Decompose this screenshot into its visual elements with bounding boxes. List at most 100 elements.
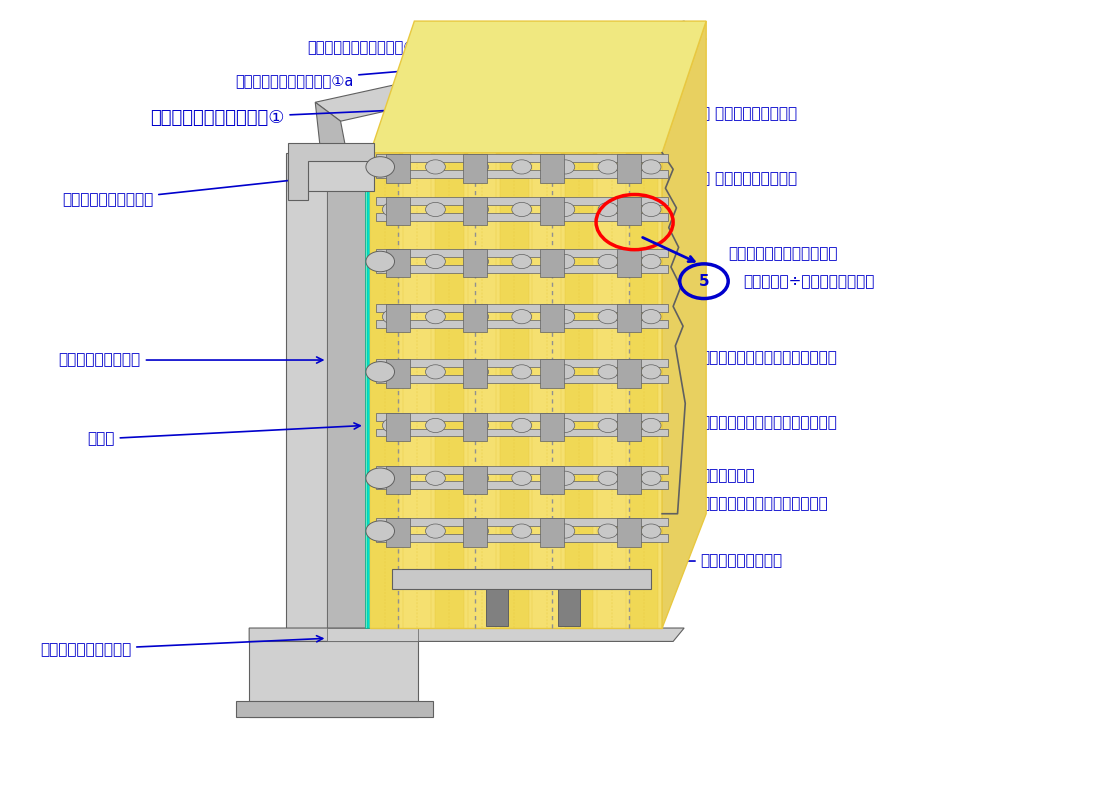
Circle shape bbox=[598, 255, 618, 269]
Circle shape bbox=[469, 160, 488, 174]
Circle shape bbox=[598, 202, 618, 217]
Text: コンクリート型枠締結金具: コンクリート型枠締結金具 bbox=[729, 246, 838, 261]
Polygon shape bbox=[288, 153, 373, 191]
Polygon shape bbox=[288, 143, 373, 200]
Circle shape bbox=[555, 524, 575, 538]
Circle shape bbox=[641, 471, 661, 486]
Circle shape bbox=[641, 255, 661, 269]
Circle shape bbox=[555, 365, 575, 379]
Bar bbox=[617, 359, 641, 388]
Circle shape bbox=[512, 255, 532, 269]
Bar bbox=[617, 466, 641, 494]
Polygon shape bbox=[435, 153, 464, 628]
Circle shape bbox=[469, 524, 488, 538]
Bar bbox=[617, 249, 641, 278]
Text: （大型型枠せり上げ時に使用）: （大型型枠せり上げ時に使用） bbox=[701, 496, 828, 511]
Circle shape bbox=[512, 160, 532, 174]
Bar bbox=[617, 518, 641, 547]
Text: 5: 5 bbox=[699, 274, 709, 289]
Polygon shape bbox=[236, 702, 433, 717]
Circle shape bbox=[469, 418, 488, 433]
Circle shape bbox=[512, 471, 532, 486]
Circle shape bbox=[425, 160, 445, 174]
Circle shape bbox=[555, 418, 575, 433]
Circle shape bbox=[641, 309, 661, 324]
Circle shape bbox=[382, 202, 402, 217]
Circle shape bbox=[425, 471, 445, 486]
Polygon shape bbox=[328, 153, 364, 628]
Text: 断熱板: 断熱板 bbox=[87, 423, 360, 446]
Circle shape bbox=[382, 160, 402, 174]
Circle shape bbox=[365, 252, 394, 272]
Circle shape bbox=[598, 160, 618, 174]
Text: コンクリート（床版）: コンクリート（床版） bbox=[62, 175, 322, 207]
Text: 縦バタ桟木等（コンパネに固定）: 縦バタ桟木等（コンパネに固定） bbox=[667, 415, 838, 430]
Circle shape bbox=[469, 202, 488, 217]
Circle shape bbox=[598, 309, 618, 324]
Circle shape bbox=[598, 471, 618, 486]
Circle shape bbox=[425, 418, 445, 433]
Bar bbox=[385, 518, 410, 547]
Bar bbox=[385, 249, 410, 278]
Text: バタ受金具（架台）: バタ受金具（架台） bbox=[615, 554, 783, 569]
Circle shape bbox=[641, 524, 661, 538]
Bar bbox=[463, 304, 487, 332]
Text: 縦バタ桟木等（コンパネに固定）: 縦バタ桟木等（コンパネに固定） bbox=[667, 350, 838, 365]
Circle shape bbox=[425, 309, 445, 324]
Polygon shape bbox=[364, 153, 373, 628]
Text: 型枠（コンパネ＋桟木）①: 型枠（コンパネ＋桟木）① bbox=[150, 104, 461, 127]
Text: ⑪ 横バタ材（単管等）: ⑪ 横バタ材（単管等） bbox=[686, 171, 797, 186]
Circle shape bbox=[641, 160, 661, 174]
Bar bbox=[540, 304, 564, 332]
Polygon shape bbox=[375, 466, 668, 474]
Polygon shape bbox=[316, 102, 349, 167]
Circle shape bbox=[641, 202, 661, 217]
Bar bbox=[463, 359, 487, 388]
Circle shape bbox=[555, 202, 575, 217]
Bar bbox=[463, 518, 487, 547]
Polygon shape bbox=[367, 153, 371, 628]
Polygon shape bbox=[316, 21, 707, 121]
Polygon shape bbox=[468, 153, 496, 628]
Polygon shape bbox=[375, 265, 668, 273]
Bar bbox=[385, 197, 410, 225]
Circle shape bbox=[469, 471, 488, 486]
Bar bbox=[385, 359, 410, 388]
Circle shape bbox=[555, 160, 575, 174]
Circle shape bbox=[469, 309, 488, 324]
Polygon shape bbox=[250, 642, 417, 717]
Circle shape bbox=[382, 524, 402, 538]
Circle shape bbox=[382, 471, 402, 486]
Polygon shape bbox=[250, 628, 684, 642]
Polygon shape bbox=[375, 197, 668, 205]
Polygon shape bbox=[629, 153, 658, 628]
Circle shape bbox=[555, 309, 575, 324]
Polygon shape bbox=[375, 375, 668, 383]
Polygon shape bbox=[286, 153, 328, 644]
Circle shape bbox=[469, 255, 488, 269]
Circle shape bbox=[512, 365, 532, 379]
Circle shape bbox=[425, 365, 445, 379]
Bar bbox=[463, 466, 487, 494]
Bar bbox=[540, 359, 564, 388]
Polygon shape bbox=[328, 628, 417, 642]
Text: ⑪ 横バタ材（単管等）: ⑪ 横バタ材（単管等） bbox=[686, 106, 797, 121]
Polygon shape bbox=[375, 482, 668, 490]
Polygon shape bbox=[375, 413, 668, 421]
Polygon shape bbox=[662, 21, 707, 628]
Bar bbox=[540, 154, 564, 183]
Bar bbox=[540, 197, 564, 225]
Polygon shape bbox=[662, 153, 690, 628]
Circle shape bbox=[555, 471, 575, 486]
Circle shape bbox=[382, 418, 402, 433]
Circle shape bbox=[641, 418, 661, 433]
Circle shape bbox=[425, 524, 445, 538]
Bar bbox=[617, 154, 641, 183]
Circle shape bbox=[598, 418, 618, 433]
Circle shape bbox=[512, 524, 532, 538]
Bar bbox=[463, 154, 487, 183]
Polygon shape bbox=[375, 304, 668, 312]
Bar bbox=[540, 413, 564, 441]
Circle shape bbox=[382, 365, 402, 379]
Bar bbox=[463, 197, 487, 225]
